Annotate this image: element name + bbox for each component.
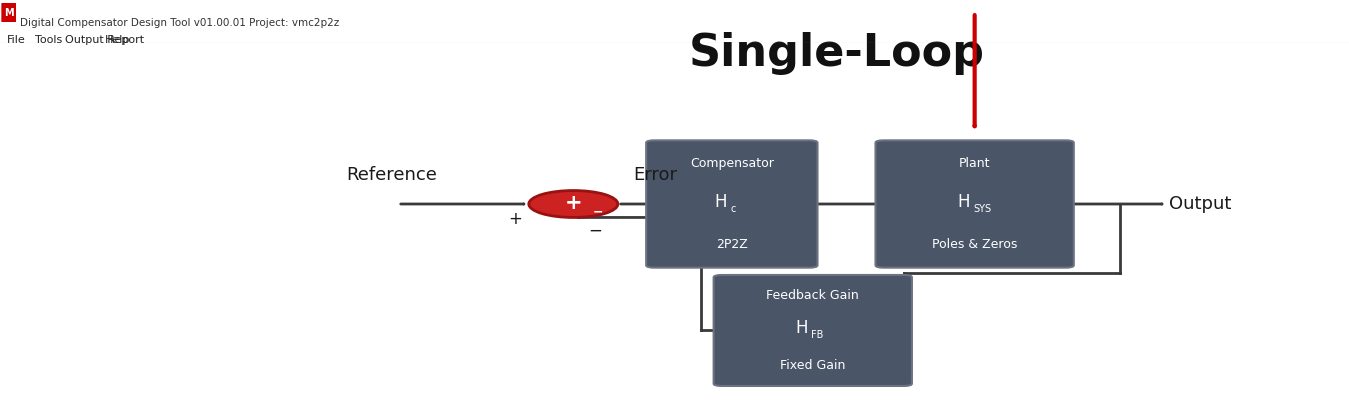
Text: −: −: [588, 222, 603, 240]
Text: Feedback Gain: Feedback Gain: [766, 289, 859, 302]
Text: Output: Output: [1170, 195, 1232, 213]
Text: +: +: [564, 193, 583, 213]
Text: Fixed Gain: Fixed Gain: [780, 359, 846, 372]
Text: File: File: [7, 35, 26, 45]
Text: Error: Error: [634, 166, 677, 184]
Text: Plant: Plant: [959, 157, 990, 170]
Text: Reference: Reference: [345, 166, 437, 184]
Text: Digital Compensator Design Tool v01.00.01 Project: vmc2p2z: Digital Compensator Design Tool v01.00.0…: [20, 18, 340, 29]
Text: Help: Help: [105, 35, 131, 45]
Circle shape: [529, 191, 618, 217]
Text: 2P2Z: 2P2Z: [716, 238, 747, 251]
Text: M: M: [4, 8, 13, 18]
Text: Single-Loop: Single-Loop: [688, 31, 985, 75]
FancyBboxPatch shape: [714, 275, 912, 386]
Text: Tools: Tools: [35, 35, 62, 45]
Text: Compensator: Compensator: [689, 157, 774, 170]
FancyBboxPatch shape: [646, 140, 817, 268]
FancyBboxPatch shape: [876, 140, 1074, 268]
Text: FB: FB: [811, 330, 824, 340]
Text: −: −: [592, 206, 603, 219]
Text: +: +: [509, 210, 522, 228]
Text: c: c: [731, 204, 735, 214]
Text: SYS: SYS: [973, 204, 992, 214]
Text: Poles & Zeros: Poles & Zeros: [932, 238, 1017, 251]
Text: H: H: [796, 319, 808, 337]
Text: Output Report: Output Report: [65, 35, 144, 45]
FancyBboxPatch shape: [1, 3, 16, 22]
Text: H: H: [958, 193, 970, 211]
Text: H: H: [715, 193, 727, 211]
